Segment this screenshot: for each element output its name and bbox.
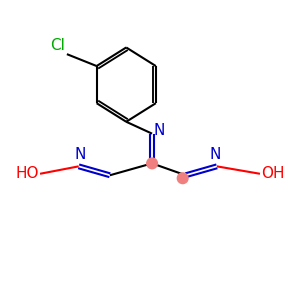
Text: OH: OH xyxy=(262,166,285,181)
Text: Cl: Cl xyxy=(50,38,65,53)
Text: HO: HO xyxy=(15,166,38,181)
Circle shape xyxy=(177,173,188,184)
Text: N: N xyxy=(210,147,221,162)
Text: N: N xyxy=(74,147,86,162)
Text: N: N xyxy=(154,123,165,138)
Circle shape xyxy=(147,158,158,169)
